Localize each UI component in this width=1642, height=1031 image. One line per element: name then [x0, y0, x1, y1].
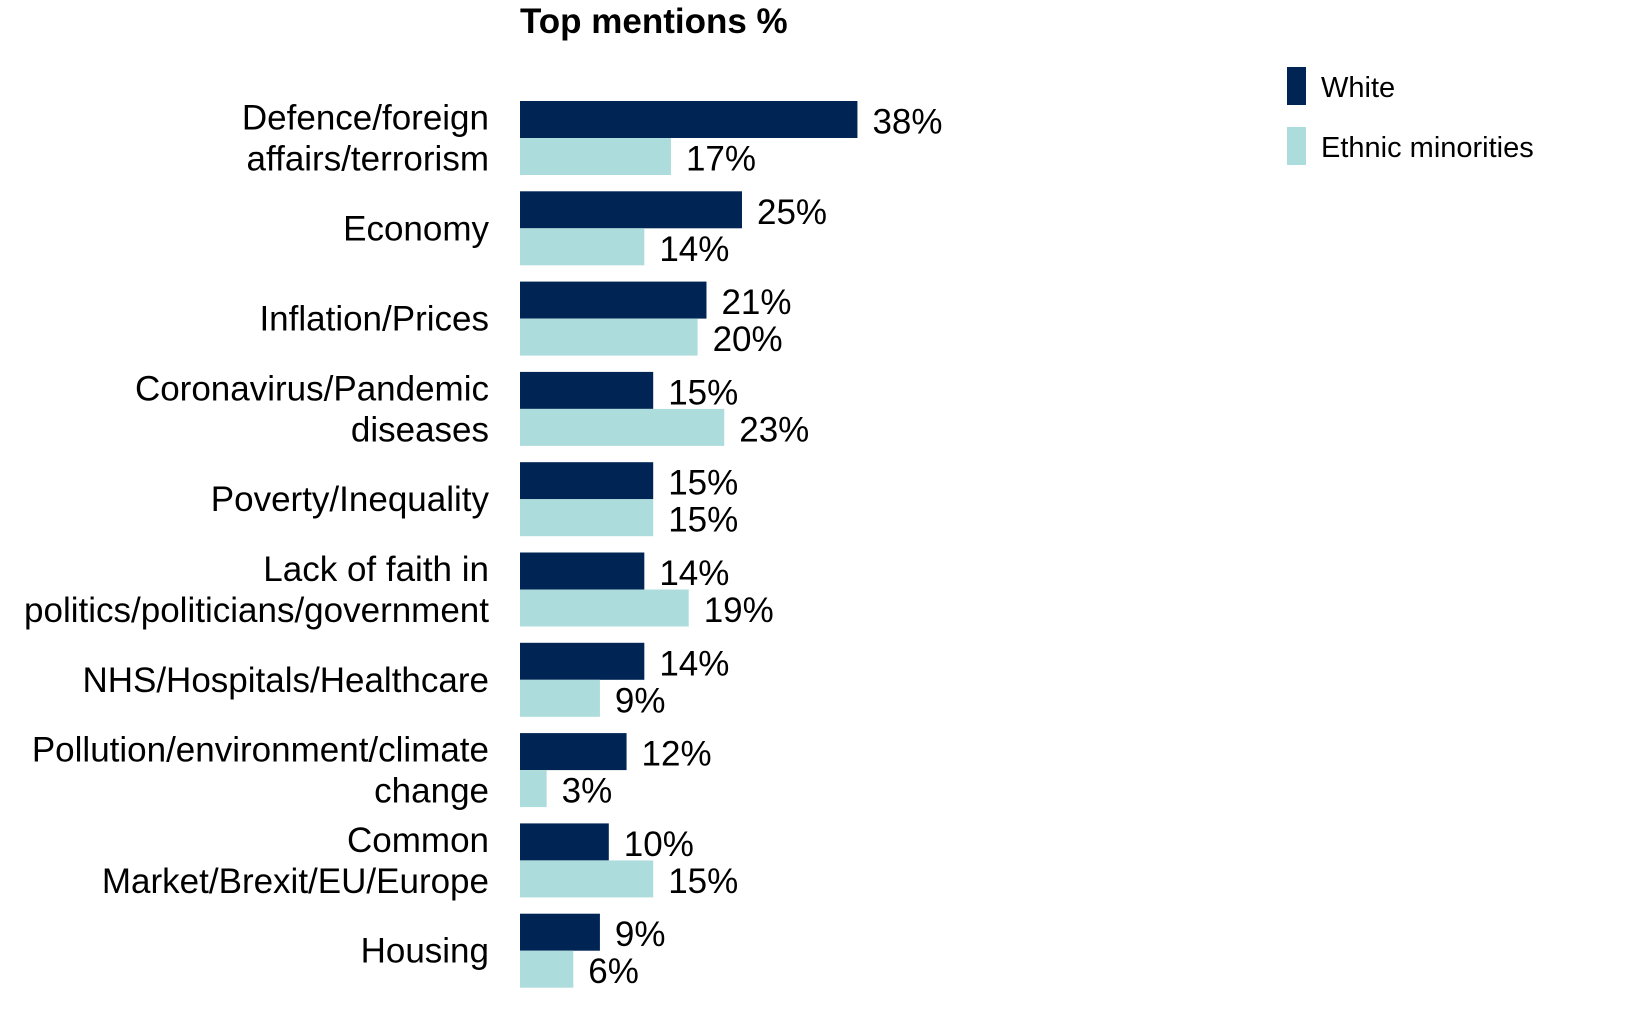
legend-label-white: White — [1321, 72, 1395, 104]
value-label-white: 15% — [668, 464, 738, 503]
chart-title: Top mentions % — [520, 2, 788, 41]
category-label-line: Poverty/Inequality — [211, 480, 490, 519]
value-label-ethnic-minorities: 23% — [739, 410, 809, 449]
bar-ethnic-minorities — [520, 950, 574, 988]
value-label-white: 15% — [668, 373, 738, 412]
bar-ethnic-minorities — [520, 228, 645, 266]
value-label-ethnic-minorities: 19% — [704, 591, 774, 630]
value-label-white: 38% — [872, 103, 942, 142]
category-label-line: Market/Brexit/EU/Europe — [102, 862, 489, 901]
bar-white — [520, 913, 600, 951]
category-label-line: Pollution/environment/climate — [32, 731, 489, 770]
value-label-ethnic-minorities: 15% — [668, 501, 738, 540]
bar-ethnic-minorities — [520, 679, 600, 717]
legend-swatch-ethnic-minorities — [1287, 127, 1306, 165]
bar-ethnic-minorities — [520, 589, 689, 627]
category-label-line: change — [374, 772, 489, 811]
value-label-white: 9% — [615, 915, 666, 954]
category-label-line: Inflation/Prices — [259, 300, 489, 339]
bar-white — [520, 371, 654, 409]
value-label-white: 14% — [659, 644, 729, 683]
category-label: Housing — [361, 932, 489, 971]
category-label-line: Housing — [361, 932, 489, 971]
value-label-ethnic-minorities: 17% — [686, 140, 756, 179]
bar-white — [520, 281, 707, 319]
bar-ethnic-minorities — [520, 770, 547, 808]
category-label: Defence/foreign affairs/terrorism — [242, 99, 489, 179]
category-label: Lack of faith in politics/politicians/gov… — [24, 550, 489, 630]
category-label: Economy — [343, 209, 489, 248]
category-label-line: diseases — [351, 410, 489, 449]
category-label-line: affairs/terrorism — [247, 140, 489, 179]
value-label-ethnic-minorities: 15% — [668, 862, 738, 901]
legend-label-ethnic-minorities: Ethnic minorities — [1321, 132, 1534, 164]
category-label-line: politics/politicians/government — [24, 591, 489, 630]
bar-ethnic-minorities — [520, 860, 654, 898]
value-label-white: 21% — [721, 283, 791, 322]
bar-white — [520, 101, 858, 138]
value-label-ethnic-minorities: 20% — [713, 320, 783, 359]
value-label-white: 12% — [642, 735, 712, 774]
bar-white — [520, 462, 654, 500]
value-label-white: 14% — [659, 554, 729, 593]
value-label-ethnic-minorities: 9% — [615, 681, 666, 720]
category-label: NHS/Hospitals/Healthcare — [82, 661, 489, 700]
category-label: Coronavirus/Pandemic diseases — [135, 369, 489, 449]
value-label-ethnic-minorities: 14% — [659, 230, 729, 269]
bar-ethnic-minorities — [520, 318, 698, 356]
category-label: Common Market/Brexit/EU/Europe — [102, 821, 489, 901]
bar-white — [520, 733, 627, 771]
category-label: Inflation/Prices — [259, 300, 489, 339]
bar-white — [520, 642, 645, 680]
category-label-line: Common — [347, 821, 489, 860]
category-label-line: Coronavirus/Pandemic — [135, 369, 489, 408]
value-label-white: 10% — [624, 825, 694, 864]
bar-white — [520, 191, 742, 229]
category-label-line: NHS/Hospitals/Healthcare — [82, 661, 489, 700]
value-label-ethnic-minorities: 3% — [562, 772, 613, 811]
category-label: Pollution/environment/climate change — [32, 731, 489, 811]
bar-ethnic-minorities — [520, 138, 671, 175]
category-label-line: Economy — [343, 209, 489, 248]
value-label-ethnic-minorities: 6% — [588, 952, 639, 991]
bar-white — [520, 552, 645, 590]
legend-swatch-white — [1287, 67, 1306, 105]
bar-white — [520, 823, 609, 861]
value-label-white: 25% — [757, 193, 827, 232]
category-label-line: Defence/foreign — [242, 99, 489, 138]
bar-ethnic-minorities — [520, 408, 725, 446]
category-label: Poverty/Inequality — [211, 480, 490, 519]
bar-ethnic-minorities — [520, 499, 654, 537]
category-label-line: Lack of faith in — [263, 550, 489, 589]
